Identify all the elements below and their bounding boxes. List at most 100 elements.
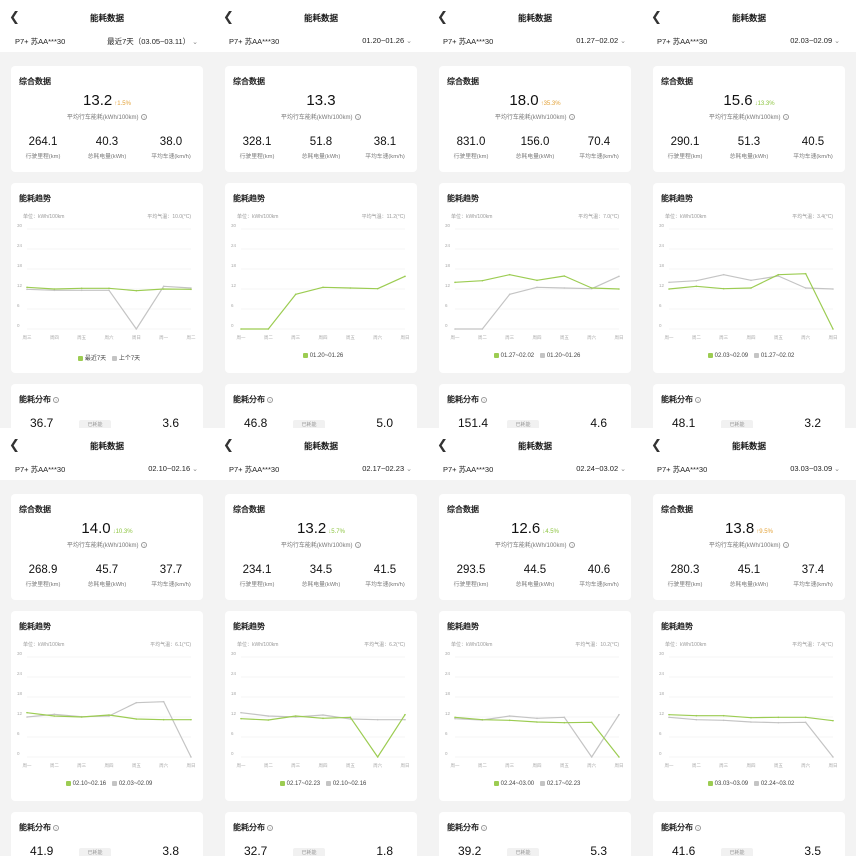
back-arrow-icon[interactable]: ❮ [9,437,20,452]
metric-value: 51.8 [309,136,333,148]
info-icon[interactable]: ? [569,542,576,549]
metric-value: 70.4 [587,136,611,148]
date-range-selector[interactable]: 02.17~02.23 ⌄ [362,464,412,473]
data-point [804,272,807,275]
date-range-selector[interactable]: 最近7天（03.05~03.11） ⌄ [107,36,198,47]
page-title: 能耗数据 [89,441,124,451]
back-arrow-icon[interactable]: ❮ [437,437,448,452]
temperature-label: 平均气温：10.2(°C) [575,641,619,648]
vehicle-name: P7+ 苏AA***30 [657,465,708,474]
data-point [267,719,270,721]
summary-title: 综合数据 [233,77,265,86]
temperature-prefix: 平均气温： [792,642,818,648]
metric-energy: 51.3 总耗电量(kWh) [717,136,781,160]
trend-chart[interactable]: 30 24 18 12 6 0 周一 周二 周三 周四 周五 周六 周日 [439,651,631,777]
info-icon[interactable]: ? [783,542,790,549]
info-icon[interactable]: ? [53,824,59,831]
back-arrow-icon[interactable]: ❮ [9,9,20,24]
trend-chart[interactable]: 30 24 18 12 6 0 周一 周二 周三 周四 周五 周六 周日 [11,651,203,777]
metric-label: 平均车速(km/h) [793,582,833,588]
temperature-value: 6.2 [389,642,397,648]
info-icon[interactable]: ? [267,824,273,831]
date-range-selector[interactable]: 02.24~03.02 ⌄ [576,464,626,473]
trend-chart[interactable]: 30 24 18 12 6 0 周一 周二 周三 周四 周五 周六 周日 [225,223,417,349]
info-icon[interactable]: ? [355,114,362,121]
data-point [508,273,511,276]
average-consumption: 13.8 ↑9.5% [653,520,845,538]
legend-current-label: 01.27~02.02 [500,353,535,360]
average-consumption-label-text: 平均行车能耗(kWh/100km) [494,543,567,549]
change-value: 4.5% [545,529,559,535]
date-range-label: 01.27~02.02 [576,36,619,45]
y-tick-label: 30 [17,223,23,228]
unit-label: 单位：kWh/100km [451,642,493,648]
y-tick-label: 30 [659,223,665,228]
info-icon[interactable]: ? [141,542,148,549]
date-range-label: 01.20~01.26 [362,36,405,45]
trend-chart[interactable]: 30 24 18 12 6 0 周一 周二 周三 周四 周五 周六 周日 [653,223,845,349]
summary-title: 综合数据 [661,77,693,86]
info-icon[interactable]: ? [481,396,487,403]
info-icon[interactable]: ? [695,824,701,831]
date-range-selector[interactable]: 03.03~03.09 ⌄ [790,464,840,473]
date-range-selector[interactable]: 02.03~02.09 ⌄ [790,36,840,45]
date-range-selector[interactable]: 01.20~01.26 ⌄ [362,36,412,45]
date-range-selector[interactable]: 01.27~02.02 ⌄ [576,36,626,45]
info-icon[interactable]: ? [53,396,59,403]
distribution-chip[interactable]: 已耗能 [721,420,753,428]
distribution-chip[interactable]: 已耗能 [721,848,753,856]
metric-value: 34.5 [309,564,333,576]
y-tick-label: 12 [17,283,23,288]
x-tick-label: 周一 [237,763,246,769]
y-tick-label: 30 [659,651,665,656]
average-consumption-value: 15.6 [723,92,753,109]
series-line-previous [455,275,620,330]
info-icon[interactable]: ? [569,114,576,121]
distribution-chip[interactable]: 已耗能 [293,420,325,428]
data-point [135,718,138,720]
y-tick-label: 18 [17,691,23,696]
back-arrow-icon[interactable]: ❮ [651,437,662,452]
back-arrow-icon[interactable]: ❮ [437,9,448,24]
info-icon[interactable]: ? [695,396,701,403]
distribution-chip[interactable]: 已耗能 [293,848,325,856]
data-point [294,715,297,717]
series-line-current [668,273,834,330]
trend-card: 能耗趋势 单位：kWh/100km 平均气温：3.4(°C) 30 24 18 12 6… [653,183,845,373]
y-tick-label: 6 [445,303,448,308]
back-arrow-icon[interactable]: ❮ [223,437,234,452]
trend-card: 能耗趋势 单位：kWh/100km 平均气温：7.0(°C) 30 24 18 12 6… [439,183,631,373]
distribution-chip[interactable]: 已耗能 [507,848,539,856]
change-arrow-icon: ↑ [756,529,760,535]
info-icon[interactable]: ? [141,114,148,121]
distribution-chip[interactable]: 已耗能 [79,848,111,856]
trend-chart[interactable]: 30 24 18 12 6 0 周三 周四 周五 周六 周日 周一 周二 [11,223,203,349]
trend-chart[interactable]: 30 24 18 12 6 0 周一 周二 周三 周四 周五 周六 周日 [439,223,631,349]
trend-chart[interactable]: 30 24 18 12 6 0 周一 周二 周三 周四 周五 周六 周日 [653,651,845,777]
y-tick-label: 12 [231,711,237,716]
metric-value: 41.5 [373,564,397,576]
info-icon[interactable]: ? [481,824,487,831]
info-icon[interactable]: ? [267,396,273,403]
chart-legend: 01.20~01.26 [225,353,417,359]
y-tick-label: 0 [17,751,20,756]
distribution-chip[interactable]: 已耗能 [79,420,111,428]
metric-value: 40.6 [587,564,611,576]
chart-legend: 01.27~02.02 01.20~01.26 [439,353,631,359]
x-tick-label: 周日 [401,763,410,769]
y-tick-label: 0 [659,751,662,756]
y-tick-label: 0 [445,751,448,756]
legend-current-swatch [302,353,308,358]
trend-card: 能耗趋势 单位：kWh/100km 平均气温：11.2(°C) 30 24 18 12… [225,183,417,373]
back-arrow-icon[interactable]: ❮ [223,9,234,24]
info-icon[interactable]: ? [355,542,362,549]
info-icon[interactable]: ? [783,114,790,121]
data-point [322,286,324,289]
change-value: 5.7% [331,529,345,535]
trend-chart[interactable]: 30 24 18 12 6 0 周一 周二 周三 周四 周五 周六 周日 [225,651,417,777]
metric-value: 44.5 [523,564,547,576]
date-range-selector[interactable]: 02.10~02.16 ⌄ [148,464,198,473]
data-point [80,289,83,292]
back-arrow-icon[interactable]: ❮ [651,9,662,24]
distribution-chip[interactable]: 已耗能 [507,420,539,428]
